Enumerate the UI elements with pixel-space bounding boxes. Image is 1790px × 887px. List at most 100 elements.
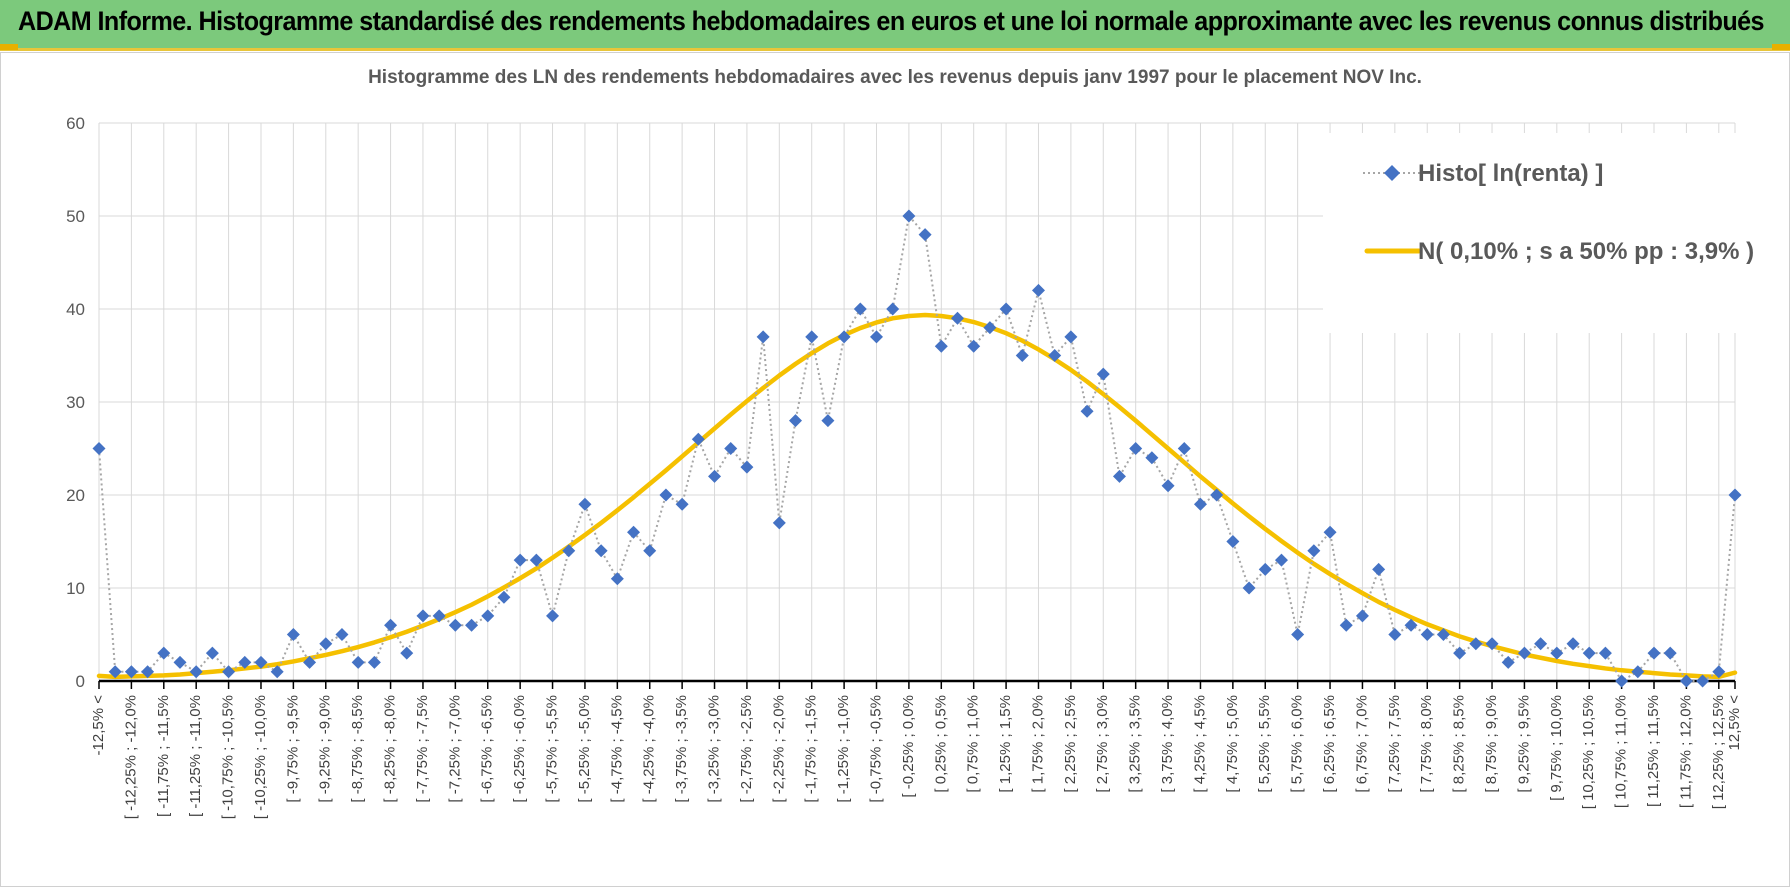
normal-curve-line: [96, 312, 1738, 680]
histogram-point: [1274, 553, 1288, 567]
histogram-point: [1485, 637, 1499, 651]
x-tick-label: [ -3,75% ; -3,5%: [673, 695, 690, 803]
histogram-point: [173, 655, 187, 669]
y-tick-label: 50: [66, 207, 85, 226]
histogram-point: [950, 311, 964, 325]
legend-normal-label: N( 0,10% ; s a 50% pp : 3,9% ): [1418, 238, 1754, 265]
histogram-point: [1355, 609, 1369, 623]
histogram-point: [1550, 646, 1564, 660]
x-tick-label: [ -9,75% ; -9,5%: [284, 695, 301, 803]
histogram-point: [1210, 488, 1224, 502]
histogram-point: [1582, 646, 1596, 660]
histogram-point: [1679, 674, 1693, 688]
histogram-point: [610, 572, 624, 586]
histogram-point: [1420, 628, 1434, 641]
histogram-point: [1388, 628, 1402, 641]
x-tick-label: [ -5,25% ; -5,0%: [576, 695, 593, 803]
y-axis: 0 10 20 30 40 50 60: [66, 114, 85, 691]
x-tick-label: [ -1,75% ; -1,5%: [803, 695, 820, 803]
x-tick-label: [ 7,75% ; 8,0%: [1418, 695, 1435, 793]
x-tick-label: [ -12,25% ; -12,0%: [122, 695, 139, 819]
x-tick-label: [ -6,25% ; -6,0%: [511, 695, 528, 803]
histogram-point: [157, 646, 171, 660]
histogram-point: [513, 553, 527, 567]
histogram-point: [124, 665, 138, 679]
x-tick-label: [ 12,25% ; 12,5%: [1710, 695, 1727, 809]
x-tick-label: [ -6,75% ; -6,5%: [479, 695, 496, 803]
histogram-point: [108, 665, 122, 679]
histogram-point: [1145, 451, 1159, 465]
x-tick-label: [ 2,75% ; 3,0%: [1094, 695, 1111, 793]
histogram-point: [270, 665, 284, 679]
histogram-point: [934, 339, 948, 353]
x-tick-label: [ 10,25% ; 10,5%: [1580, 695, 1597, 809]
histogram-point: [675, 497, 689, 511]
histogram-point: [837, 330, 851, 344]
x-tick-label: [ -1,25% ; -1,0%: [835, 695, 852, 803]
histogram-point: [1080, 404, 1094, 418]
histogram-point: [886, 302, 900, 316]
x-tick-label: [ -7,25% ; -7,0%: [446, 695, 463, 803]
histogram-point: [1566, 637, 1580, 651]
chart-title: Histogramme des LN des rendements hebdom…: [368, 67, 1422, 88]
histogram-point: [1307, 544, 1321, 558]
histogram-point: [546, 609, 560, 623]
histogram-point: [1663, 646, 1677, 660]
histogram-point: [1129, 442, 1143, 455]
x-tick-label: [ -10,25% ; -10,0%: [252, 695, 269, 819]
histogram-point: [1372, 562, 1386, 576]
x-tick-label: [ -10,75% ; -10,5%: [220, 695, 237, 819]
histogram-point: [1534, 637, 1548, 651]
y-tick-label: 0: [76, 672, 85, 691]
histogram-point: [416, 609, 430, 623]
x-tick-label: [ 1,75% ; 2,0%: [1029, 695, 1046, 793]
histogram-point: [562, 544, 576, 558]
x-tick-label: [ 3,25% ; 3,5%: [1127, 695, 1144, 793]
histogram-point: [1031, 283, 1045, 297]
x-tick-label: [ 0,25% ; 0,5%: [932, 695, 949, 793]
histogram-point: [189, 665, 203, 679]
histogram-point: [902, 209, 916, 223]
histogram-chart: Histogramme des LN des rendements hebdom…: [66, 67, 1754, 819]
histogram-point: [1631, 665, 1645, 679]
x-tick-label: [ -2,75% ; -2,5%: [738, 695, 755, 803]
histogram-point: [319, 637, 333, 651]
histogram-point: [1064, 330, 1078, 344]
x-axis: -12,5% < [ -12,25% ; -12,0% [ -11,75% ; -1…: [90, 679, 1743, 819]
histogram-point: [1339, 618, 1353, 632]
histogram-point: [1598, 646, 1612, 660]
x-tick-label: [ -4,75% ; -4,5%: [608, 695, 625, 803]
histogram-point: [870, 330, 884, 344]
histogram-point: [335, 628, 349, 641]
histogram-point: [367, 655, 381, 669]
y-tick-label: 20: [66, 486, 85, 505]
histogram-point: [1193, 497, 1207, 511]
histogram-point: [481, 609, 495, 623]
banner-accent-left: [0, 44, 18, 50]
histogram-point: [1647, 646, 1661, 660]
histogram-point: [1696, 674, 1710, 688]
legend-histo-marker: [1384, 165, 1400, 181]
histogram-point: [92, 442, 106, 455]
x-tick-label: [ -7,75% ; -7,5%: [414, 695, 431, 803]
histogram-point: [724, 442, 738, 455]
x-tick-label: [ -5,75% ; -5,5%: [544, 695, 561, 803]
histogram-point: [205, 646, 219, 660]
histogram-point: [999, 302, 1013, 316]
histogram-point: [708, 469, 722, 483]
histogram-point: [529, 553, 543, 567]
histogram-point: [1469, 637, 1483, 651]
x-tick-label: [ 2,25% ; 2,5%: [1062, 695, 1079, 793]
histogram-point: [238, 655, 252, 669]
histogram-point: [1177, 442, 1191, 455]
histogram-point: [967, 339, 981, 353]
histogram-point: [497, 590, 511, 604]
x-tick-label: [ 7,25% ; 7,5%: [1386, 695, 1403, 793]
x-tick-label: [ -2,25% ; -2,0%: [770, 695, 787, 803]
histogram-point: [1226, 535, 1240, 548]
legend-histo-label: Histo[ ln(renta) ]: [1418, 160, 1603, 187]
histogram-point: [740, 460, 754, 474]
histogram-point: [286, 628, 300, 641]
x-tick-label: [ 11,75% ; 12,0%: [1677, 695, 1694, 808]
histogram-point: [432, 609, 446, 623]
